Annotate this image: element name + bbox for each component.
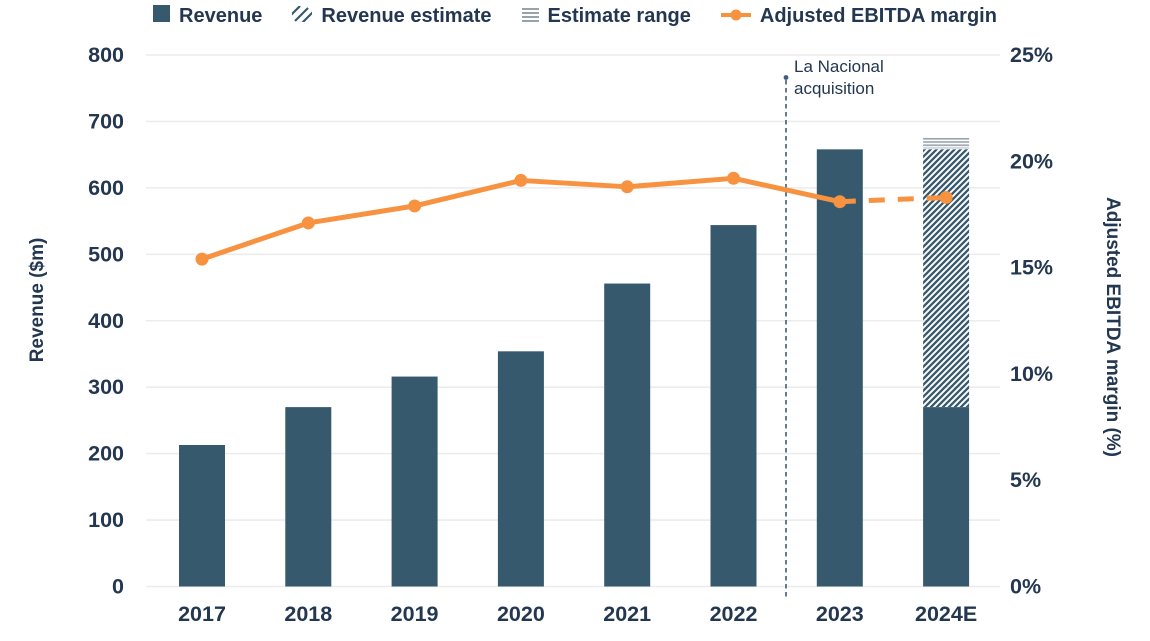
legend-label: Estimate range xyxy=(547,5,691,27)
bar-actual-2024E xyxy=(923,407,970,587)
left-axis-tick: 400 xyxy=(88,309,124,333)
x-axis-label-2024E: 2024E xyxy=(915,602,977,626)
annotation-line-2: acquisition xyxy=(794,79,875,98)
estimate-range-cap xyxy=(923,137,970,149)
legend-item-revenue: Revenue xyxy=(153,5,262,28)
right-axis-tick: 20% xyxy=(1010,149,1053,173)
margin-point-2022 xyxy=(727,171,740,185)
margin-point-2018 xyxy=(301,216,315,230)
right-axis-tick: 10% xyxy=(1010,362,1053,386)
chart-legend: Revenue Revenue estimate xyxy=(0,5,1150,28)
right-axis-tick: 25% xyxy=(1010,43,1053,67)
x-axis-label-2022: 2022 xyxy=(710,602,758,626)
margin-point-2019 xyxy=(408,199,422,213)
x-axis-label-2020: 2020 xyxy=(497,602,545,626)
bar-2017 xyxy=(179,444,225,587)
margin-point-2017 xyxy=(195,252,209,266)
legend-item-estimate-range: Estimate range xyxy=(521,5,691,28)
line-dot-icon xyxy=(719,5,752,28)
bar-2023 xyxy=(816,149,863,587)
right-axis-tick: 5% xyxy=(1010,468,1041,492)
left-axis-title: Revenue ($m) xyxy=(27,237,48,363)
legend-label: Adjusted EBITDA margin xyxy=(759,5,997,27)
right-axis-tick: 15% xyxy=(1010,256,1053,280)
bar-2018 xyxy=(285,407,332,587)
margin-point-2023 xyxy=(833,195,847,209)
left-axis-tick: 100 xyxy=(88,508,124,532)
acquisition-vline-dot xyxy=(783,75,789,80)
solid-square-icon xyxy=(153,5,171,28)
margin-point-2024E xyxy=(939,190,953,204)
right-axis-title: Adjusted EBITDA margin (%) xyxy=(1102,196,1123,458)
bar-estimate-2024E xyxy=(923,149,970,408)
legend-item-revenue-estimate: Revenue estimate xyxy=(289,5,492,28)
margin-point-2021 xyxy=(620,180,634,194)
right-axis-tick: 0% xyxy=(1010,575,1041,599)
bar-2021 xyxy=(604,283,651,587)
legend-item-ebitda-margin: Adjusted EBITDA margin xyxy=(719,5,997,28)
legend-label: Revenue xyxy=(179,5,263,27)
margin-line-dashed xyxy=(839,194,947,205)
annotation-line-1: La Nacional xyxy=(794,57,884,76)
left-axis-tick: 200 xyxy=(88,442,124,466)
left-axis-tick: 0 xyxy=(112,575,124,599)
bar-2022 xyxy=(710,225,757,587)
horizontal-lines-icon xyxy=(521,5,539,28)
acquisition-annotation: La Nacional acquisition xyxy=(794,56,884,100)
left-axis-tick: 600 xyxy=(88,176,124,200)
x-axis-label-2017: 2017 xyxy=(178,602,226,626)
x-axis-label-2021: 2021 xyxy=(603,602,651,626)
bar-2020 xyxy=(497,351,544,587)
legend-label: Revenue estimate xyxy=(321,5,492,27)
margin-point-2020 xyxy=(514,173,528,187)
left-axis-tick: 500 xyxy=(88,242,124,266)
left-axis-tick: 300 xyxy=(88,375,124,399)
left-axis-tick: 700 xyxy=(88,109,124,133)
left-axis-tick: 800 xyxy=(88,43,124,67)
x-axis-label-2019: 2019 xyxy=(391,602,439,626)
x-axis-label-2023: 2023 xyxy=(816,602,864,626)
x-axis-label-2018: 2018 xyxy=(284,602,332,626)
bar-2019 xyxy=(391,376,438,587)
